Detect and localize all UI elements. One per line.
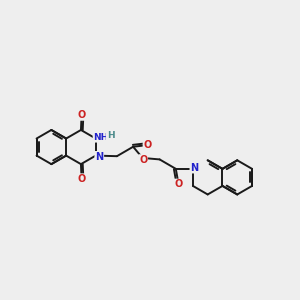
Text: O: O [174,179,182,190]
Text: O: O [139,155,147,165]
Text: NH: NH [93,133,109,142]
Text: O: O [77,110,86,120]
Text: N: N [190,163,198,173]
Text: O: O [143,140,152,150]
Text: O: O [77,174,86,184]
Text: N: N [95,152,103,162]
Text: H: H [106,131,114,140]
